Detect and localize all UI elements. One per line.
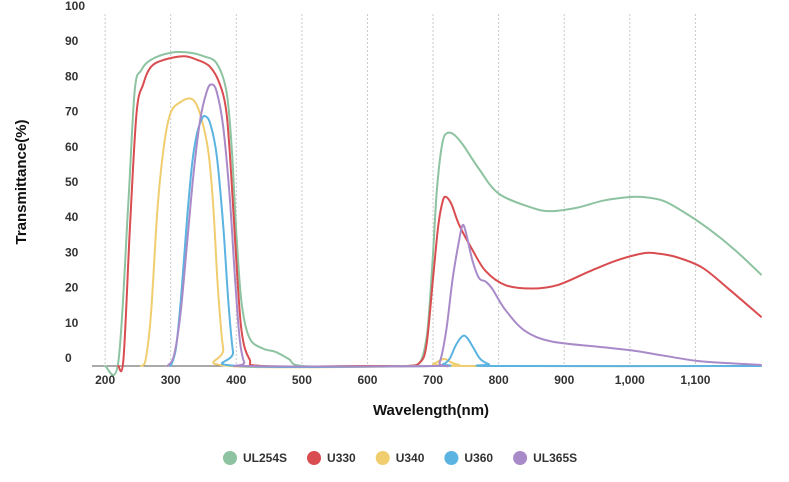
legend-label: U340	[396, 451, 425, 465]
legend-label: U330	[327, 451, 356, 465]
y-tick-labels: 0 10 20 30 40 50 60 70 80 90 100	[65, 0, 85, 365]
legend-marker	[307, 451, 322, 465]
legend-marker	[223, 451, 237, 465]
y-tick-label: 80	[65, 69, 79, 83]
x-tick-label: 800	[489, 373, 509, 387]
x-tick-label: 300	[161, 373, 181, 387]
series-line-u340	[140, 97, 762, 369]
x-tick-labels: 200 300 400 500 600 700 800 900 1,000 1,100	[95, 373, 711, 387]
y-tick-label: 100	[65, 0, 85, 13]
y-tick-label: 20	[65, 281, 79, 295]
legend-item-ul254s: UL254S	[223, 451, 287, 465]
legend-item-u360: U360	[444, 451, 493, 465]
x-tick-label: 600	[357, 373, 377, 387]
x-tick-label: 200	[95, 373, 115, 387]
legend-item-u340: U340	[375, 451, 425, 465]
x-tick-label: 900	[554, 373, 574, 387]
y-axis-title: Transmittance(%)	[13, 119, 30, 244]
legend-marker	[444, 451, 459, 465]
series-line-u330	[117, 55, 762, 373]
x-tick-label: 700	[423, 373, 443, 387]
series-line-ul365s	[166, 83, 762, 368]
series-lines	[104, 51, 762, 377]
x-tick-label: 1,100	[680, 373, 710, 387]
x-tick-label: 400	[226, 373, 246, 387]
y-tick-label: 10	[65, 316, 79, 330]
y-tick-label: 60	[65, 140, 79, 154]
y-tick-label: 70	[65, 105, 79, 119]
series-line-u360	[169, 114, 762, 369]
legend-label: UL365S	[533, 451, 577, 465]
legend-marker	[513, 451, 528, 465]
y-tick-label: 30	[65, 245, 79, 259]
gridlines	[104, 14, 696, 366]
legend-item-ul365s: UL365S	[513, 451, 577, 465]
legend: UL254S U330 U340 U360 UL365S	[223, 451, 577, 465]
y-tick-label: 40	[65, 210, 79, 224]
x-axis-title: Wavelength(nm)	[373, 402, 489, 419]
legend-marker	[375, 451, 390, 465]
y-tick-label: 50	[65, 175, 79, 189]
legend-item-u330: U330	[307, 451, 356, 465]
x-tick-label: 1,000	[615, 373, 645, 387]
legend-label: U360	[464, 451, 493, 465]
y-tick-label: 90	[65, 34, 79, 48]
legend-label: UL254S	[243, 451, 287, 465]
y-tick-label: 0	[65, 351, 72, 365]
x-tick-label: 500	[292, 373, 312, 387]
